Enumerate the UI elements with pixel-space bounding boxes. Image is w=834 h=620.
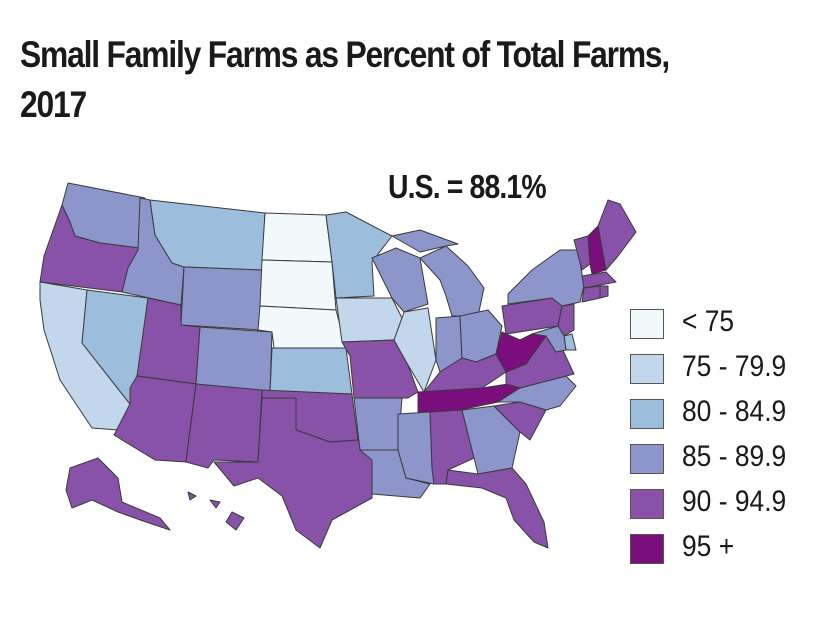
legend-label: < 75 xyxy=(682,305,735,338)
state-TX xyxy=(213,397,373,549)
state-WI xyxy=(371,247,429,313)
state-SD xyxy=(259,259,337,311)
state-WY xyxy=(180,266,263,331)
state-CO xyxy=(195,326,273,393)
legend-label: 75 - 79.9 xyxy=(682,350,787,383)
legend-label: 85 - 89.9 xyxy=(682,440,787,473)
map-title: Small Family Farms as Percent of Total F… xyxy=(20,34,670,125)
legend-swatch xyxy=(630,444,664,474)
state-ND xyxy=(261,212,333,263)
legend-swatch xyxy=(630,354,664,384)
legend-swatch xyxy=(630,309,664,339)
state-AK xyxy=(65,457,171,531)
state-HI xyxy=(187,491,245,531)
state-MA xyxy=(581,271,617,289)
state-NM xyxy=(185,383,263,469)
state-KS xyxy=(269,347,353,395)
state-IL xyxy=(393,307,437,393)
state-ME xyxy=(597,199,637,271)
state-IA xyxy=(335,297,403,343)
state-CT xyxy=(581,285,601,303)
legend-label: 80 - 84.9 xyxy=(682,395,787,428)
legend-swatch xyxy=(630,399,664,429)
legend-swatch xyxy=(630,489,664,519)
state-AR xyxy=(353,397,403,451)
state-NH xyxy=(587,225,607,275)
state-MD xyxy=(531,325,567,353)
state-SC xyxy=(493,401,547,441)
state-RI xyxy=(599,285,609,299)
state-MN xyxy=(325,211,393,299)
legend-label: 95 + xyxy=(682,530,735,563)
legend-swatch xyxy=(630,534,664,564)
us-total-label: U.S. = 88.1% xyxy=(388,168,547,205)
state-NJ xyxy=(557,303,575,337)
state-NY xyxy=(507,249,585,307)
legend-label: 90 - 94.9 xyxy=(682,485,787,518)
state-FL xyxy=(445,467,549,549)
